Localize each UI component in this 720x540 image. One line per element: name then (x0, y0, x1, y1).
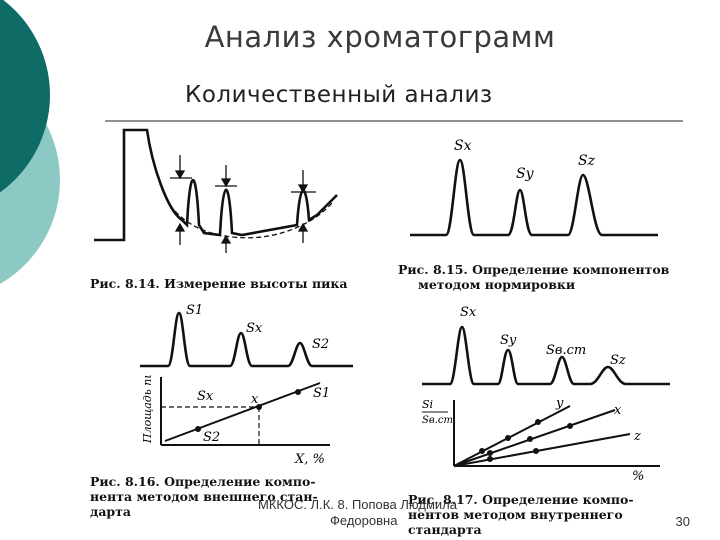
figure-internal-standard-chromatogram: Sx Sy Sв.ст Sz (422, 305, 670, 386)
point-z-1 (487, 456, 493, 462)
caption-fig-8-16: Рис. 8.16. Определение компо- нента мето… (90, 474, 318, 519)
peak-label-sy: Sy (516, 166, 535, 182)
point-x-2 (527, 436, 533, 442)
chromatogram-trace (410, 158, 658, 237)
point-x-1 (487, 450, 493, 456)
footer-author: МККОС. Л.К. 8. Попова Людмила (258, 497, 457, 512)
caption-fig-8-15: Рис. 8.15. Определение компонентов метод… (398, 262, 669, 292)
caption-line: Рис. 8.15. Определение компонентов (398, 262, 670, 277)
decorative-circles (0, 0, 60, 284)
point-s1 (295, 389, 301, 395)
point-x (256, 404, 262, 410)
peak-label-sz: Sz (578, 153, 596, 169)
line-y (453, 405, 571, 467)
plot-label-s2: S2 (203, 430, 220, 445)
slide-subtitle: Количественный анализ (185, 82, 493, 108)
peak-label-sy: Sy (500, 333, 517, 348)
caption-line: стандарта (408, 522, 482, 537)
y-axis-label-top: Si (422, 398, 433, 411)
height-arrows-1 (170, 155, 192, 245)
point-z-2 (533, 448, 539, 454)
height-arrows-3 (291, 170, 316, 243)
caption-line: дарта (90, 504, 132, 519)
caption-line: нентов методом внутреннего (408, 507, 623, 522)
line-label-x: x (614, 403, 622, 418)
figure-external-standard-plot: Sx x S1 S2 X, % Площадь пика (141, 375, 330, 467)
caption-line: методом нормировки (418, 277, 576, 292)
plot-label-x: x (251, 392, 259, 407)
point-y-1 (479, 448, 485, 454)
calibration-line (164, 382, 321, 442)
peak-label-s1: S1 (186, 303, 203, 318)
figure-internal-standard-plot: y x z Si Sв.ст % (422, 396, 660, 482)
peak-label-s2: S2 (312, 337, 329, 352)
caption-fig-8-17: Рис. 8.17. Определение компо- нентов мет… (408, 492, 634, 537)
peak-label-sx: Sx (454, 138, 472, 154)
height-arrows-2 (215, 165, 237, 253)
chromatogram-trace (140, 311, 353, 368)
page-number: 30 (675, 514, 690, 529)
y-axis-label: Площадь пика (141, 375, 154, 444)
peak-label-sz: Sz (610, 353, 626, 368)
peak-label-sstd: Sв.ст (546, 343, 586, 358)
slide-title: Анализ хроматограмм (204, 20, 556, 54)
line-z (453, 433, 631, 467)
caption-line: Рис. 8.16. Определение компо- (90, 474, 316, 489)
peak-label-sx: Sx (246, 321, 263, 336)
point-y-2 (505, 435, 511, 441)
caption-line: Рис. 8.17. Определение компо- (408, 492, 634, 507)
x-axis-label: X, % (294, 452, 325, 467)
peak-label-sx: Sx (460, 305, 477, 320)
figure-normalization: Sx Sy Sz (410, 138, 658, 237)
line-label-y: y (555, 396, 564, 411)
point-s2 (195, 426, 201, 432)
line-x (453, 409, 616, 467)
chromatogram-trace (94, 128, 338, 242)
line-label-z: z (633, 429, 641, 444)
chromatogram-trace (422, 325, 670, 386)
point-x-3 (567, 423, 573, 429)
caption-line: нента методом внешнего стан- (90, 489, 318, 504)
point-y-3 (535, 419, 541, 425)
dark-teal-circle (0, 0, 50, 193)
subtitle-rule (105, 120, 683, 122)
footer-author-line2: Федоровна (330, 513, 398, 528)
plot-label-sx: Sx (197, 389, 214, 404)
y-axis-label-bottom: Sв.ст (422, 415, 453, 426)
x-axis-label: % (632, 469, 644, 482)
figure-peak-height (94, 128, 338, 253)
plot-label-s1: S1 (313, 386, 330, 401)
figure-external-standard-chromatogram: S1 Sx S2 (140, 303, 353, 368)
caption-fig-8-14: Рис. 8.14. Измерение высоты пика (90, 276, 348, 291)
